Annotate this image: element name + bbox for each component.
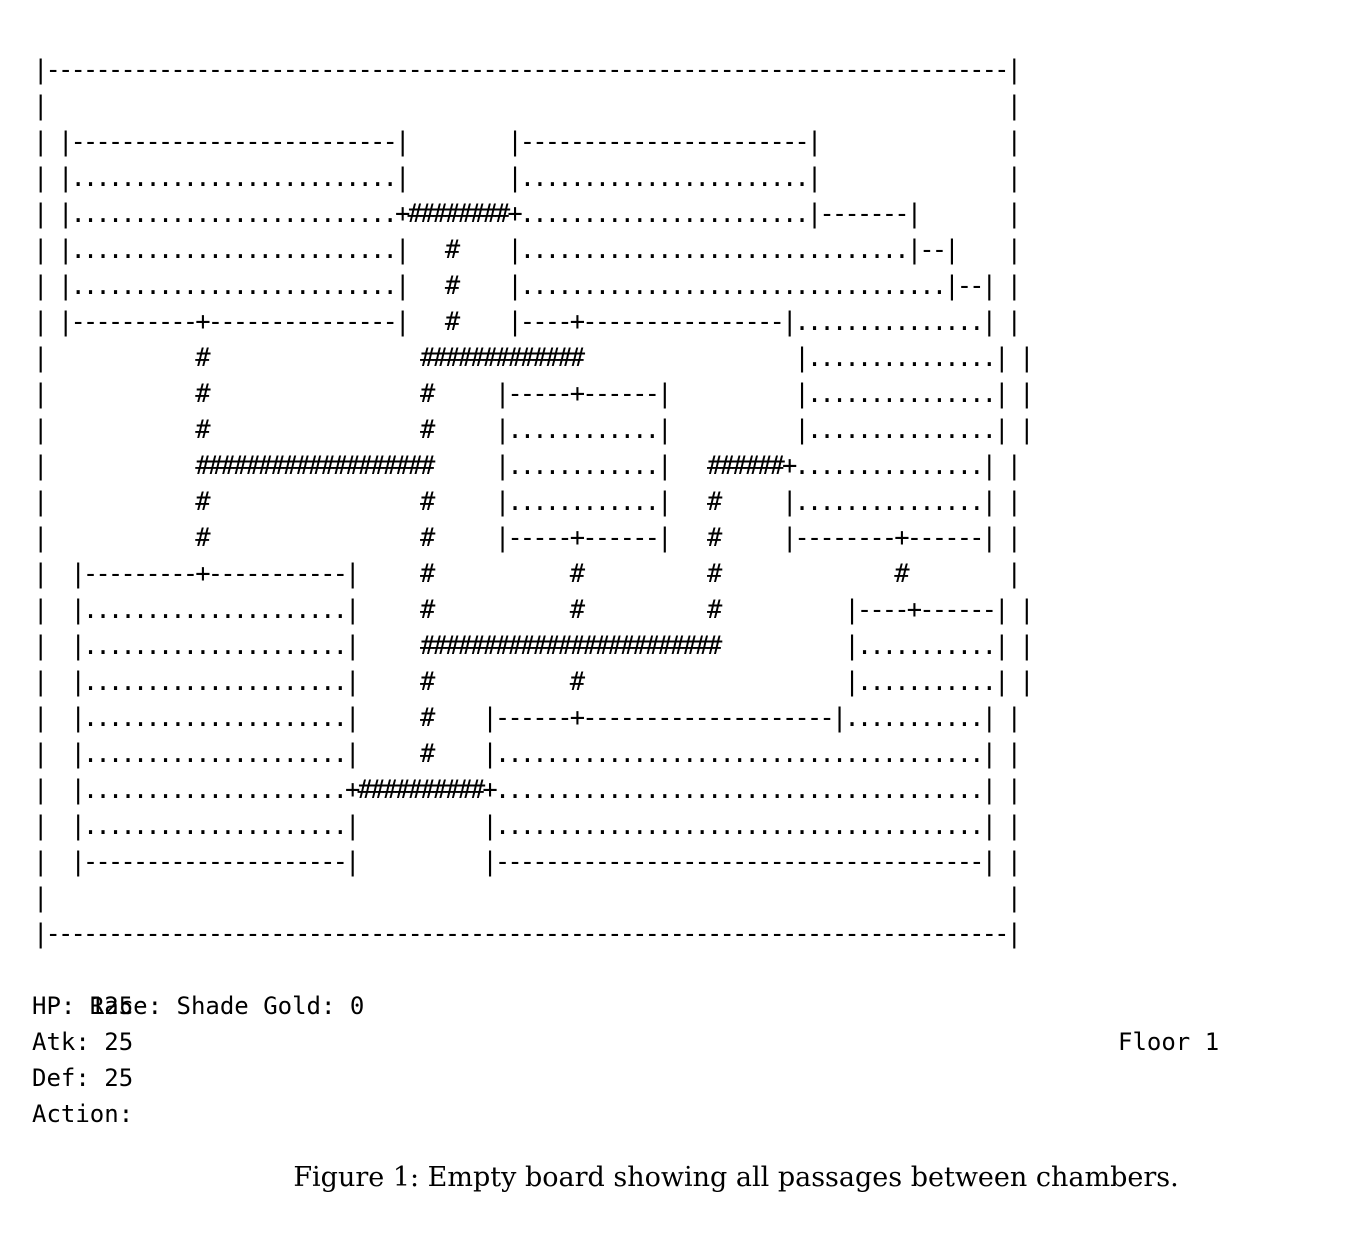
- board-row: | # # |-----+------| |...............| |: [33, 379, 1034, 409]
- board-row: | |..........................| # |......…: [33, 235, 1022, 265]
- race-gold-text: Race: Shade Gold: 0: [89, 992, 365, 1020]
- board-row: |---------------------------------------…: [33, 919, 1022, 949]
- board-row: | |: [33, 883, 1022, 913]
- board-row: | |.....................+##########+....…: [33, 775, 1022, 805]
- board-row: | |..........................| # |......…: [33, 271, 1022, 301]
- board-row: | |.....................| ##############…: [33, 631, 1034, 661]
- board-row: | |.....................| # # # |----+--…: [33, 595, 1034, 625]
- game-board: |---------------------------------------…: [33, 52, 1283, 952]
- status-panel: Race: Shade Gold: 0 Floor 1 HP: 125 Atk:…: [32, 952, 1252, 1132]
- board-row: | ################### |............| ###…: [33, 451, 1022, 481]
- board-row: | # ############# |...............| |: [33, 343, 1034, 373]
- board-row: | |.....................| # |...........…: [33, 739, 1022, 769]
- board-row: |---------------------------------------…: [33, 55, 1022, 85]
- board-row: | |..........................+########+.…: [33, 199, 1022, 229]
- def-text: Def: 25: [32, 1064, 134, 1092]
- board-row: | |: [33, 91, 1022, 121]
- atk-text: Atk: 25: [32, 1028, 134, 1056]
- board-row: | |---------+-----------| # # # # |: [33, 559, 1022, 589]
- board-row: | |----------+---------------| # |----+-…: [33, 307, 1022, 337]
- board-row: | |.....................| # # |.........…: [33, 667, 1034, 697]
- board-row: | |--------------------------| |--------…: [33, 127, 1022, 157]
- hp-text: HP: 125: [32, 992, 134, 1020]
- board-row: | |.....................| |.............…: [33, 811, 1022, 841]
- floor-indicator: Floor 1: [1118, 1028, 1220, 1056]
- action-prompt[interactable]: Action:: [32, 1100, 134, 1128]
- board-row: | |.....................| # |------+----…: [33, 703, 1022, 733]
- board-row: | # # |............| |...............| |: [33, 415, 1034, 445]
- board-row: | |---------------------| |-------------…: [33, 847, 1022, 877]
- board-row: | # # |-----+------| # |--------+------|…: [33, 523, 1022, 553]
- board-row: | # # |............| # |...............|…: [33, 487, 1022, 517]
- status-race-row: Race: Shade Gold: 0 Floor 1: [32, 952, 1252, 1056]
- board-row: | |..........................| |........…: [33, 163, 1022, 193]
- figure-caption: Figure 1: Empty board showing all passag…: [293, 1162, 1179, 1193]
